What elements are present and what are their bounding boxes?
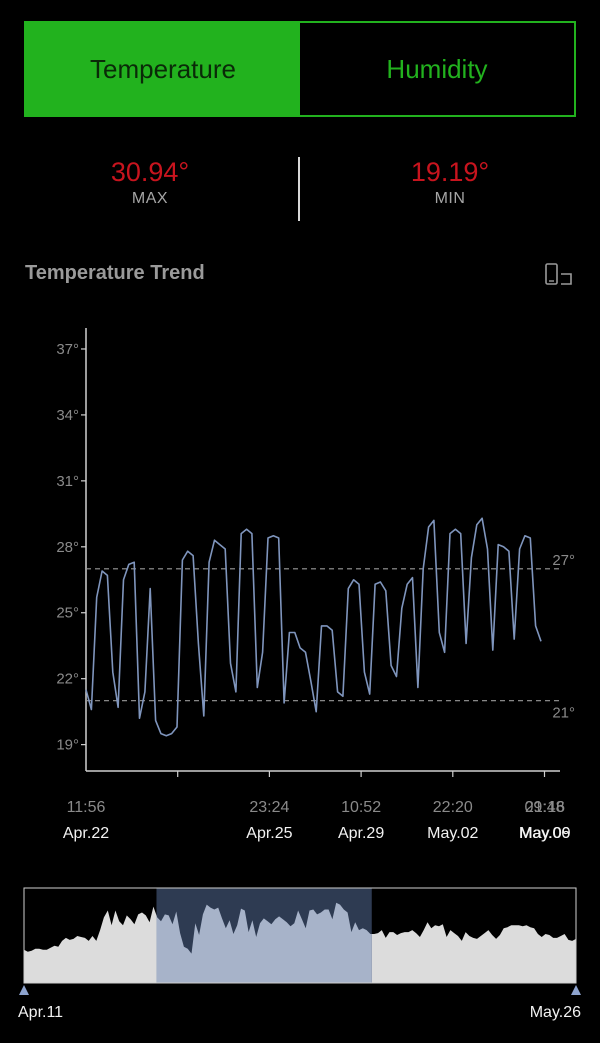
max-label: MAX xyxy=(131,190,169,207)
selected-overview-area xyxy=(156,902,372,983)
y-tick-label: 37° xyxy=(56,341,79,358)
section-title: Temperature Trend xyxy=(25,262,205,284)
x-tick-date: Apr.25 xyxy=(246,825,292,842)
temperature-series-line xyxy=(85,517,542,737)
x-tick-time: 10:52 xyxy=(341,799,381,816)
y-tick-label: 28° xyxy=(56,539,79,556)
y-tick-label: 34° xyxy=(56,407,79,424)
reference-line-label: 21° xyxy=(552,705,575,722)
brush-start-label: Apr.11 xyxy=(18,1004,63,1021)
x-tick-date: May.06 xyxy=(519,825,570,842)
min-label: MIN xyxy=(434,190,466,207)
tab-humidity[interactable]: Humidity xyxy=(300,23,574,115)
x-tick-date: May.02 xyxy=(427,825,478,842)
rotate-screen-icon[interactable] xyxy=(544,262,574,288)
reference-line-label: 27° xyxy=(552,552,575,569)
x-tick-time: 11:56 xyxy=(67,799,106,816)
x-tick-time: 22:20 xyxy=(433,799,473,816)
min-stat: 19.19° MIN xyxy=(300,156,600,208)
x-tick-time: 23:24 xyxy=(249,799,289,816)
x-tick-date: Apr.22 xyxy=(63,825,109,842)
brush-end-handle-icon[interactable] xyxy=(571,985,581,995)
max-value: 30.94° xyxy=(110,157,190,187)
brush-start-handle-icon[interactable] xyxy=(19,985,29,995)
y-tick-label: 22° xyxy=(56,671,79,688)
x-tick-date: Apr.29 xyxy=(338,825,384,842)
min-value: 19.19° xyxy=(410,157,490,187)
x-tick-date: May.09 xyxy=(519,825,570,842)
max-stat: 30.94° MAX xyxy=(0,156,300,208)
stats-panel: 30.94° MAX 19.19° MIN xyxy=(0,150,600,222)
metric-tabs: Temperature Humidity xyxy=(24,21,576,117)
brush-frame xyxy=(23,887,577,984)
x-tick-time: 21:16 xyxy=(525,799,565,816)
brush-end-label: May.26 xyxy=(530,1004,581,1021)
y-tick-label: 25° xyxy=(56,605,79,622)
y-tick-label: 31° xyxy=(56,473,79,490)
y-tick-label: 19° xyxy=(56,737,79,754)
x-tick-time: 09:48 xyxy=(524,799,564,816)
stats-divider xyxy=(298,157,300,221)
tab-temperature[interactable]: Temperature xyxy=(26,23,300,115)
range-brush: Apr.11 May.26 xyxy=(18,887,581,1021)
temperature-chart: 19° 22° 25° 28° 31° 34° 37° 11:56 Apr.22 23:24 Apr… xyxy=(56,328,575,842)
